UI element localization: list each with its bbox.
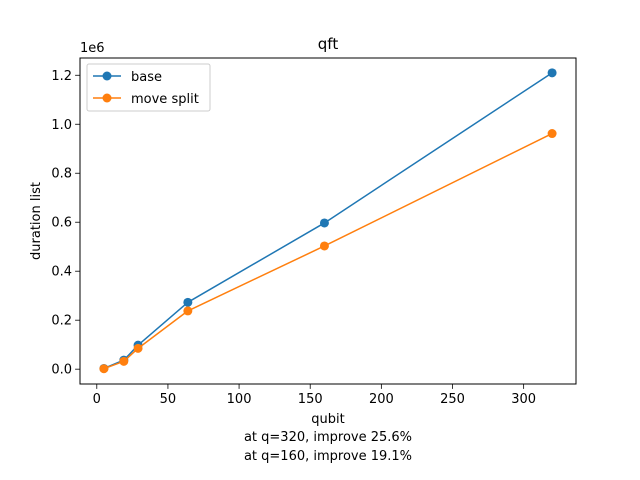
data-point-move-split [99,364,109,374]
x-tick-label: 0 [93,392,101,407]
y-tick-label: 0.2 [51,314,72,329]
data-point-base [319,218,329,228]
y-tick-label: 0.8 [51,167,72,182]
series-layer [99,68,557,374]
data-point-move-split [547,129,557,139]
y-tick-label: 0.6 [51,216,72,231]
data-point-move-split [133,343,143,353]
legend-label-move-split: move split [131,92,199,107]
x-tick-label: 150 [298,392,323,407]
y-tick-label: 0.0 [51,363,72,378]
chart-title: qft [318,35,339,53]
legend-marker-move-split [102,93,112,103]
y-axis-label: duration list [29,182,44,260]
legend: base move split [86,63,211,112]
plot-frame [79,57,577,385]
data-point-move-split [319,241,329,251]
y-tick-label: 1.0 [51,118,72,133]
data-point-move-split [183,306,193,316]
x-tick-label: 200 [369,392,394,407]
data-point-base [547,68,557,78]
data-point-base [183,297,193,307]
y-offset-label: 1e6 [80,41,105,56]
caption-q160: at q=160, improve 19.1% [244,449,412,464]
y-tick-label: 1.2 [51,69,72,84]
y-tick-label: 0.4 [51,265,72,280]
ticks-layer: 0 50 100 150 200 250 300 0.0 0.2 0.4 0.6 0.8 1.0 1.2 [51,69,536,407]
x-tick-label: 300 [511,392,536,407]
x-axis-label: qubit [311,412,344,427]
x-tick-label: 100 [227,392,252,407]
legend-marker-base [102,71,112,81]
x-tick-label: 50 [160,392,177,407]
caption-q320: at q=320, improve 25.6% [244,430,412,445]
legend-label-base: base [131,70,162,85]
data-point-move-split [119,356,129,366]
x-tick-label: 250 [440,392,465,407]
